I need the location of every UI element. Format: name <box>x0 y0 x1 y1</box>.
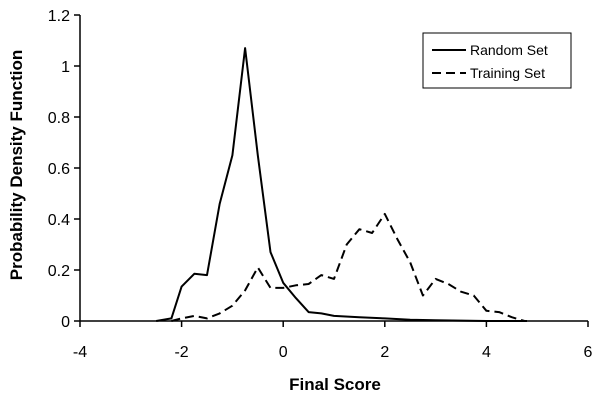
y-tick-labels: 0 0.2 0.4 0.6 0.8 1 1.2 <box>48 8 70 331</box>
series-line-random-set <box>156 47 527 322</box>
y-axis-title: Probability Density Function <box>7 50 26 280</box>
x-tick-label: 0 <box>279 344 288 361</box>
y-tick-label: 1.2 <box>48 8 70 25</box>
series-layer <box>156 47 527 322</box>
legend-box <box>422 32 572 89</box>
legend: Random Set Training Set <box>422 32 572 89</box>
y-tick-label: 0.2 <box>48 263 70 280</box>
x-tick-label: 6 <box>584 344 593 361</box>
x-tick-label: 2 <box>380 344 389 361</box>
y-tick-label: 0.8 <box>48 110 70 127</box>
legend-label-random-set: Random Set <box>470 42 548 58</box>
x-tick-label: -2 <box>174 344 188 361</box>
x-tick-labels: -4 -2 0 2 4 6 <box>73 344 593 361</box>
series-line-training-set <box>171 212 525 322</box>
y-tick-label: 0.4 <box>48 212 70 229</box>
legend-label-training-set: Training Set <box>470 65 545 81</box>
y-tick-label: 0 <box>61 314 70 331</box>
x-tick-label: 4 <box>482 344 491 361</box>
x-tick-label: -4 <box>73 344 87 361</box>
x-axis-title: Final Score <box>289 375 381 394</box>
axis-ticks <box>74 14 589 327</box>
y-tick-label: 0.6 <box>48 161 70 178</box>
y-tick-label: 1 <box>61 59 70 76</box>
